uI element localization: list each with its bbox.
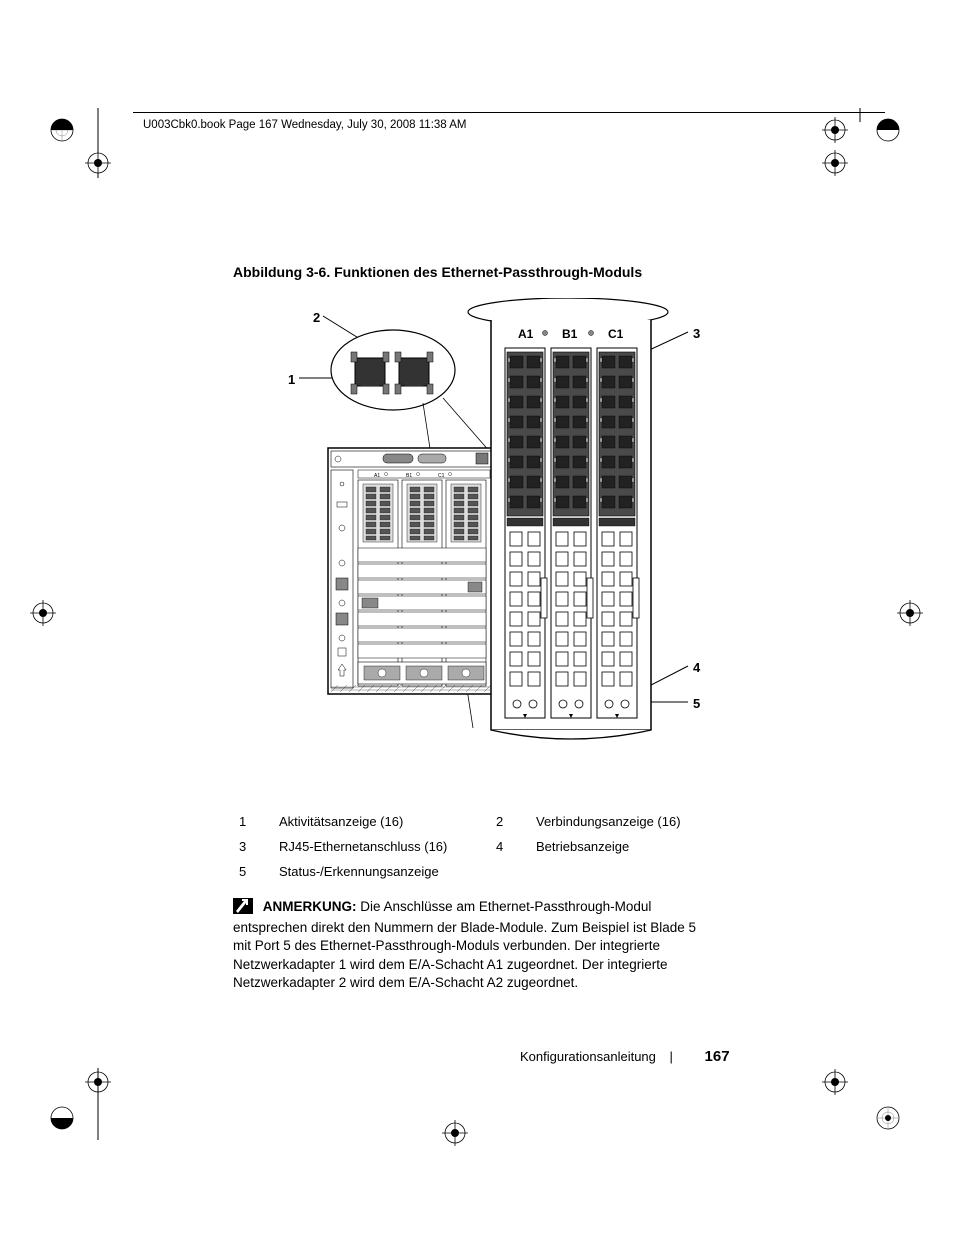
legend-num: 4 xyxy=(496,835,534,858)
note-icon xyxy=(233,898,253,919)
callout-4: 4 xyxy=(693,660,700,675)
legend-num: 3 xyxy=(239,835,277,858)
svg-text:A1: A1 xyxy=(374,473,380,479)
footer-page-number: 167 xyxy=(705,1048,730,1065)
crop-mark-top-left xyxy=(50,108,140,178)
legend-text: Verbindungsanzeige (16) xyxy=(536,810,751,833)
legend-text: Status-/Erkennungsanzeige xyxy=(279,860,494,883)
crop-mark-bot-right xyxy=(810,1060,910,1140)
legend-num: 1 xyxy=(239,810,277,833)
legend-row: 1 Aktivitätsanzeige (16) 2 Verbindungsan… xyxy=(239,810,751,833)
note-block: ANMERKUNG: Die Anschlüsse am Ethernet-Pa… xyxy=(233,898,703,992)
crop-mark-bot-mid xyxy=(440,1118,470,1148)
figure-legend: 1 Aktivitätsanzeige (16) 2 Verbindungsan… xyxy=(237,808,753,885)
legend-text: Aktivitätsanzeige (16) xyxy=(279,810,494,833)
figure-diagram: 2 1 3 4 5 A1 B1 C1 xyxy=(233,298,713,788)
legend-row: 5 Status-/Erkennungsanzeige xyxy=(239,860,751,883)
diagram-svg: A1 B1 C1 xyxy=(233,298,713,788)
figure-caption: Abbildung 3-6. Funktionen des Ethernet-P… xyxy=(233,264,642,280)
header-rule xyxy=(133,112,885,113)
slot-label-a1: A1 xyxy=(518,327,533,341)
legend-row: 3 RJ45-Ethernetanschluss (16) 4 Betriebs… xyxy=(239,835,751,858)
legend-num: 2 xyxy=(496,810,534,833)
legend-text xyxy=(536,860,751,883)
svg-text:C1: C1 xyxy=(438,473,445,479)
callout-5: 5 xyxy=(693,696,700,711)
footer-separator: | xyxy=(670,1049,673,1064)
footer-section: Konfigurationsanleitung xyxy=(520,1049,656,1064)
legend-num xyxy=(496,860,534,883)
crop-mark-mid-right xyxy=(895,598,925,628)
callout-1: 1 xyxy=(288,372,295,387)
slot-label-c1: C1 xyxy=(608,327,623,341)
note-label: ANMERKUNG: xyxy=(263,899,357,914)
legend-num: 5 xyxy=(239,860,277,883)
crop-mark-top-right xyxy=(810,108,910,178)
slot-label-b1: B1 xyxy=(562,327,577,341)
legend-text: RJ45-Ethernetanschluss (16) xyxy=(279,835,494,858)
callout-3: 3 xyxy=(693,326,700,341)
svg-text:B1: B1 xyxy=(406,473,412,479)
crop-mark-mid-left xyxy=(28,598,58,628)
running-header: U003Cbk0.book Page 167 Wednesday, July 3… xyxy=(143,119,467,131)
callout-2: 2 xyxy=(313,310,320,325)
page-footer: Konfigurationsanleitung | 167 xyxy=(520,1048,730,1065)
crop-mark-bot-left xyxy=(50,1060,140,1140)
legend-text: Betriebsanzeige xyxy=(536,835,751,858)
